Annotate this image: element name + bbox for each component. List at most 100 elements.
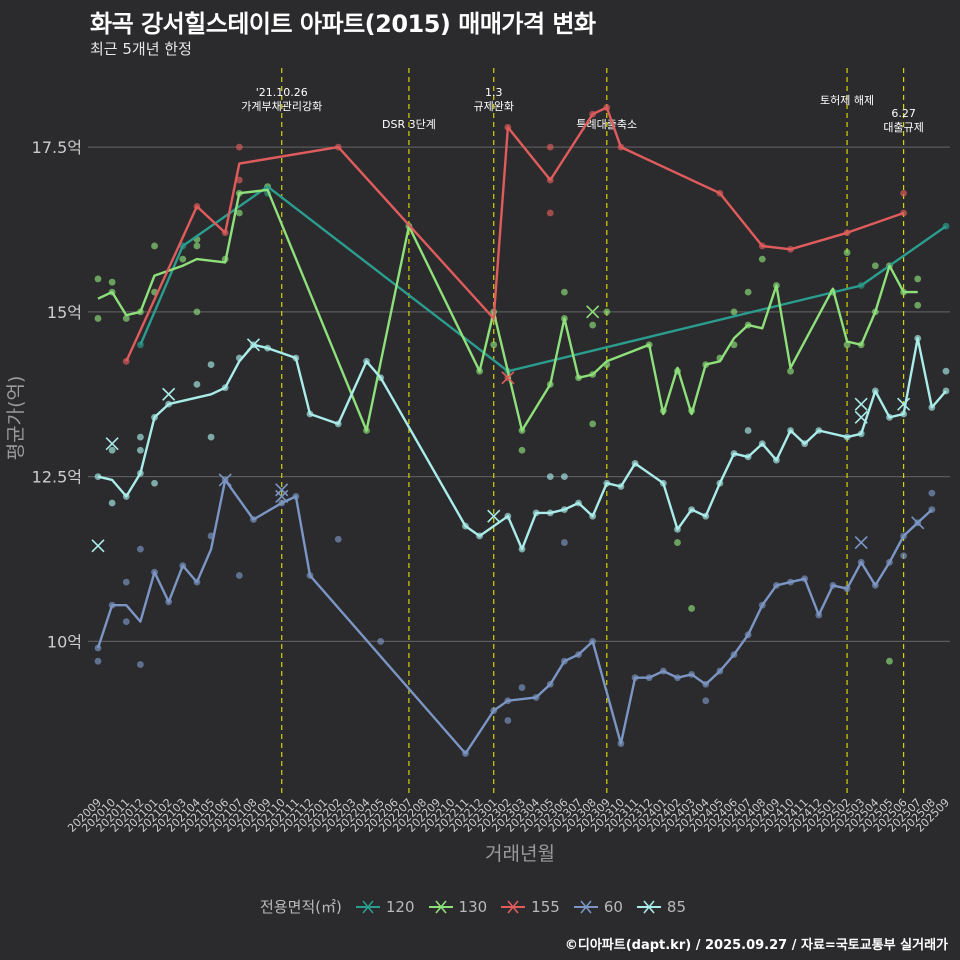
scatter-point-155 <box>235 176 243 184</box>
scatter-point-85 <box>137 446 144 454</box>
scatter-point-85 <box>561 473 568 481</box>
scatter-point-85 <box>151 479 158 487</box>
scatter-point-130 <box>122 315 130 322</box>
x-marker-85 <box>91 539 105 553</box>
x-marker-85 <box>854 410 868 424</box>
scatter-point-60 <box>122 618 130 626</box>
legend-label: 130 <box>458 897 488 916</box>
scatter-point-85 <box>207 361 215 368</box>
legend: 전용면적(㎡) 120 130 155 60 85 <box>0 896 960 917</box>
event-label: '21.10.26 가계부채관리강화 <box>241 86 322 113</box>
scatter-point-60 <box>334 535 342 543</box>
x-marker-60 <box>218 473 232 487</box>
y-axis-title: 평균가(억) <box>5 376 27 461</box>
series-line-120 <box>139 185 947 373</box>
scatter-point-60 <box>504 717 512 724</box>
scatter-point-155 <box>235 143 243 151</box>
legend-label: 85 <box>666 897 686 916</box>
scatter-point-130 <box>914 275 922 283</box>
event-label-line: DSR 3단계 <box>382 118 436 131</box>
scatter-point-60 <box>928 489 936 497</box>
event-label-line: 1.3 <box>485 86 503 99</box>
scatter-point-60 <box>518 684 526 691</box>
scatter-point-130 <box>108 278 116 286</box>
event-label: 6.27 대출규제 <box>883 107 923 134</box>
legend-key-icon <box>636 899 661 914</box>
scatter-point-130 <box>490 341 498 349</box>
x-axis: 2020092020102020112020122021012021022021… <box>65 796 952 835</box>
scatter-point-85 <box>108 446 116 454</box>
scatter-point-130 <box>193 308 201 316</box>
legend-key-icon <box>501 899 526 914</box>
x-marker-130 <box>586 305 600 319</box>
legend-item-120: 120 <box>355 898 415 916</box>
legend-label: 60 <box>603 897 623 916</box>
scatter-point-85 <box>193 380 201 388</box>
scatter-point-130 <box>688 605 695 612</box>
event-label-line: 가계부채관리강화 <box>241 100 322 113</box>
scatter-point-130 <box>589 420 597 428</box>
scatter-point-130 <box>94 275 102 283</box>
scatter-point-130 <box>151 242 158 250</box>
scatter-point-85 <box>207 433 215 441</box>
event-label-line: '21.10.26 <box>256 86 308 99</box>
x-marker-155 <box>501 371 515 385</box>
x-marker-85 <box>897 397 911 411</box>
y-tick-label: 10억 <box>47 632 82 651</box>
scatter-point-130 <box>179 255 187 263</box>
event-label: 특례대출축소 <box>576 118 637 131</box>
y-tick-label: 15억 <box>47 303 82 322</box>
scatter-point-130 <box>235 209 243 217</box>
y-axis: 10억 12.5억 15억 17.5억 <box>32 138 82 651</box>
scatter-point-155 <box>546 209 554 217</box>
scatter-point-130 <box>871 262 879 270</box>
scatter-point-60 <box>137 545 144 553</box>
chart-title: 화곡 강서힐스테이트 아파트(2015) 매매가격 변화 <box>90 10 596 38</box>
x-axis-title: 거래년월 <box>485 843 555 865</box>
scatter-point-130 <box>787 367 794 375</box>
legend-label: 155 <box>531 897 560 916</box>
scatter-point-130 <box>561 288 568 296</box>
x-marker-85 <box>487 509 501 523</box>
scatter-point-155 <box>900 189 907 197</box>
series-line-130 <box>97 188 918 432</box>
y-tick-label: 17.5억 <box>32 138 82 157</box>
scatter-point-130 <box>94 315 102 322</box>
x-markers <box>91 305 925 553</box>
scatter-point-85 <box>137 433 144 441</box>
source-caption: ©디아파트(dapt.kr) / 2025.09.27 / 자료=국토교통부 실… <box>564 938 948 953</box>
event-label: 토허제 해제 <box>820 93 874 107</box>
x-marker-85 <box>162 387 176 401</box>
scatter-point-60 <box>235 572 243 579</box>
scatter-point-60 <box>122 578 130 586</box>
scatter-point-130 <box>589 321 597 329</box>
scatter-point-85 <box>108 499 116 507</box>
scatter-point-130 <box>914 301 922 309</box>
scatter-point-60 <box>900 552 907 560</box>
legend-key-icon <box>573 899 598 914</box>
legend-key-icon <box>428 899 453 914</box>
event-label: DSR 3단계 <box>382 118 436 131</box>
scatter-point-60 <box>702 697 710 705</box>
scatter-point-155 <box>546 143 554 151</box>
x-marker-60 <box>275 489 289 503</box>
scatter-point-130 <box>886 657 893 665</box>
scatter-point-85 <box>942 367 950 375</box>
legend-item-85: 85 <box>636 897 686 916</box>
scatter-point-60 <box>561 539 568 546</box>
legend-item-155: 155 <box>501 898 560 916</box>
scatter-point-130 <box>518 446 526 454</box>
scatter-point-60 <box>137 661 144 668</box>
x-marker-60 <box>854 535 868 550</box>
x-marker-60 <box>275 483 289 497</box>
x-marker-85 <box>854 397 868 411</box>
chart-subtitle: 최근 5개년 한정 <box>90 40 192 58</box>
grid <box>88 146 950 643</box>
scatter-point-130 <box>730 308 738 316</box>
scatter-point-85 <box>744 427 752 434</box>
event-label-line: 규제완화 <box>473 100 513 113</box>
event-label-line: 6.27 <box>891 107 916 120</box>
legend-item-60: 60 <box>573 897 623 916</box>
series-line-85 <box>97 337 947 551</box>
